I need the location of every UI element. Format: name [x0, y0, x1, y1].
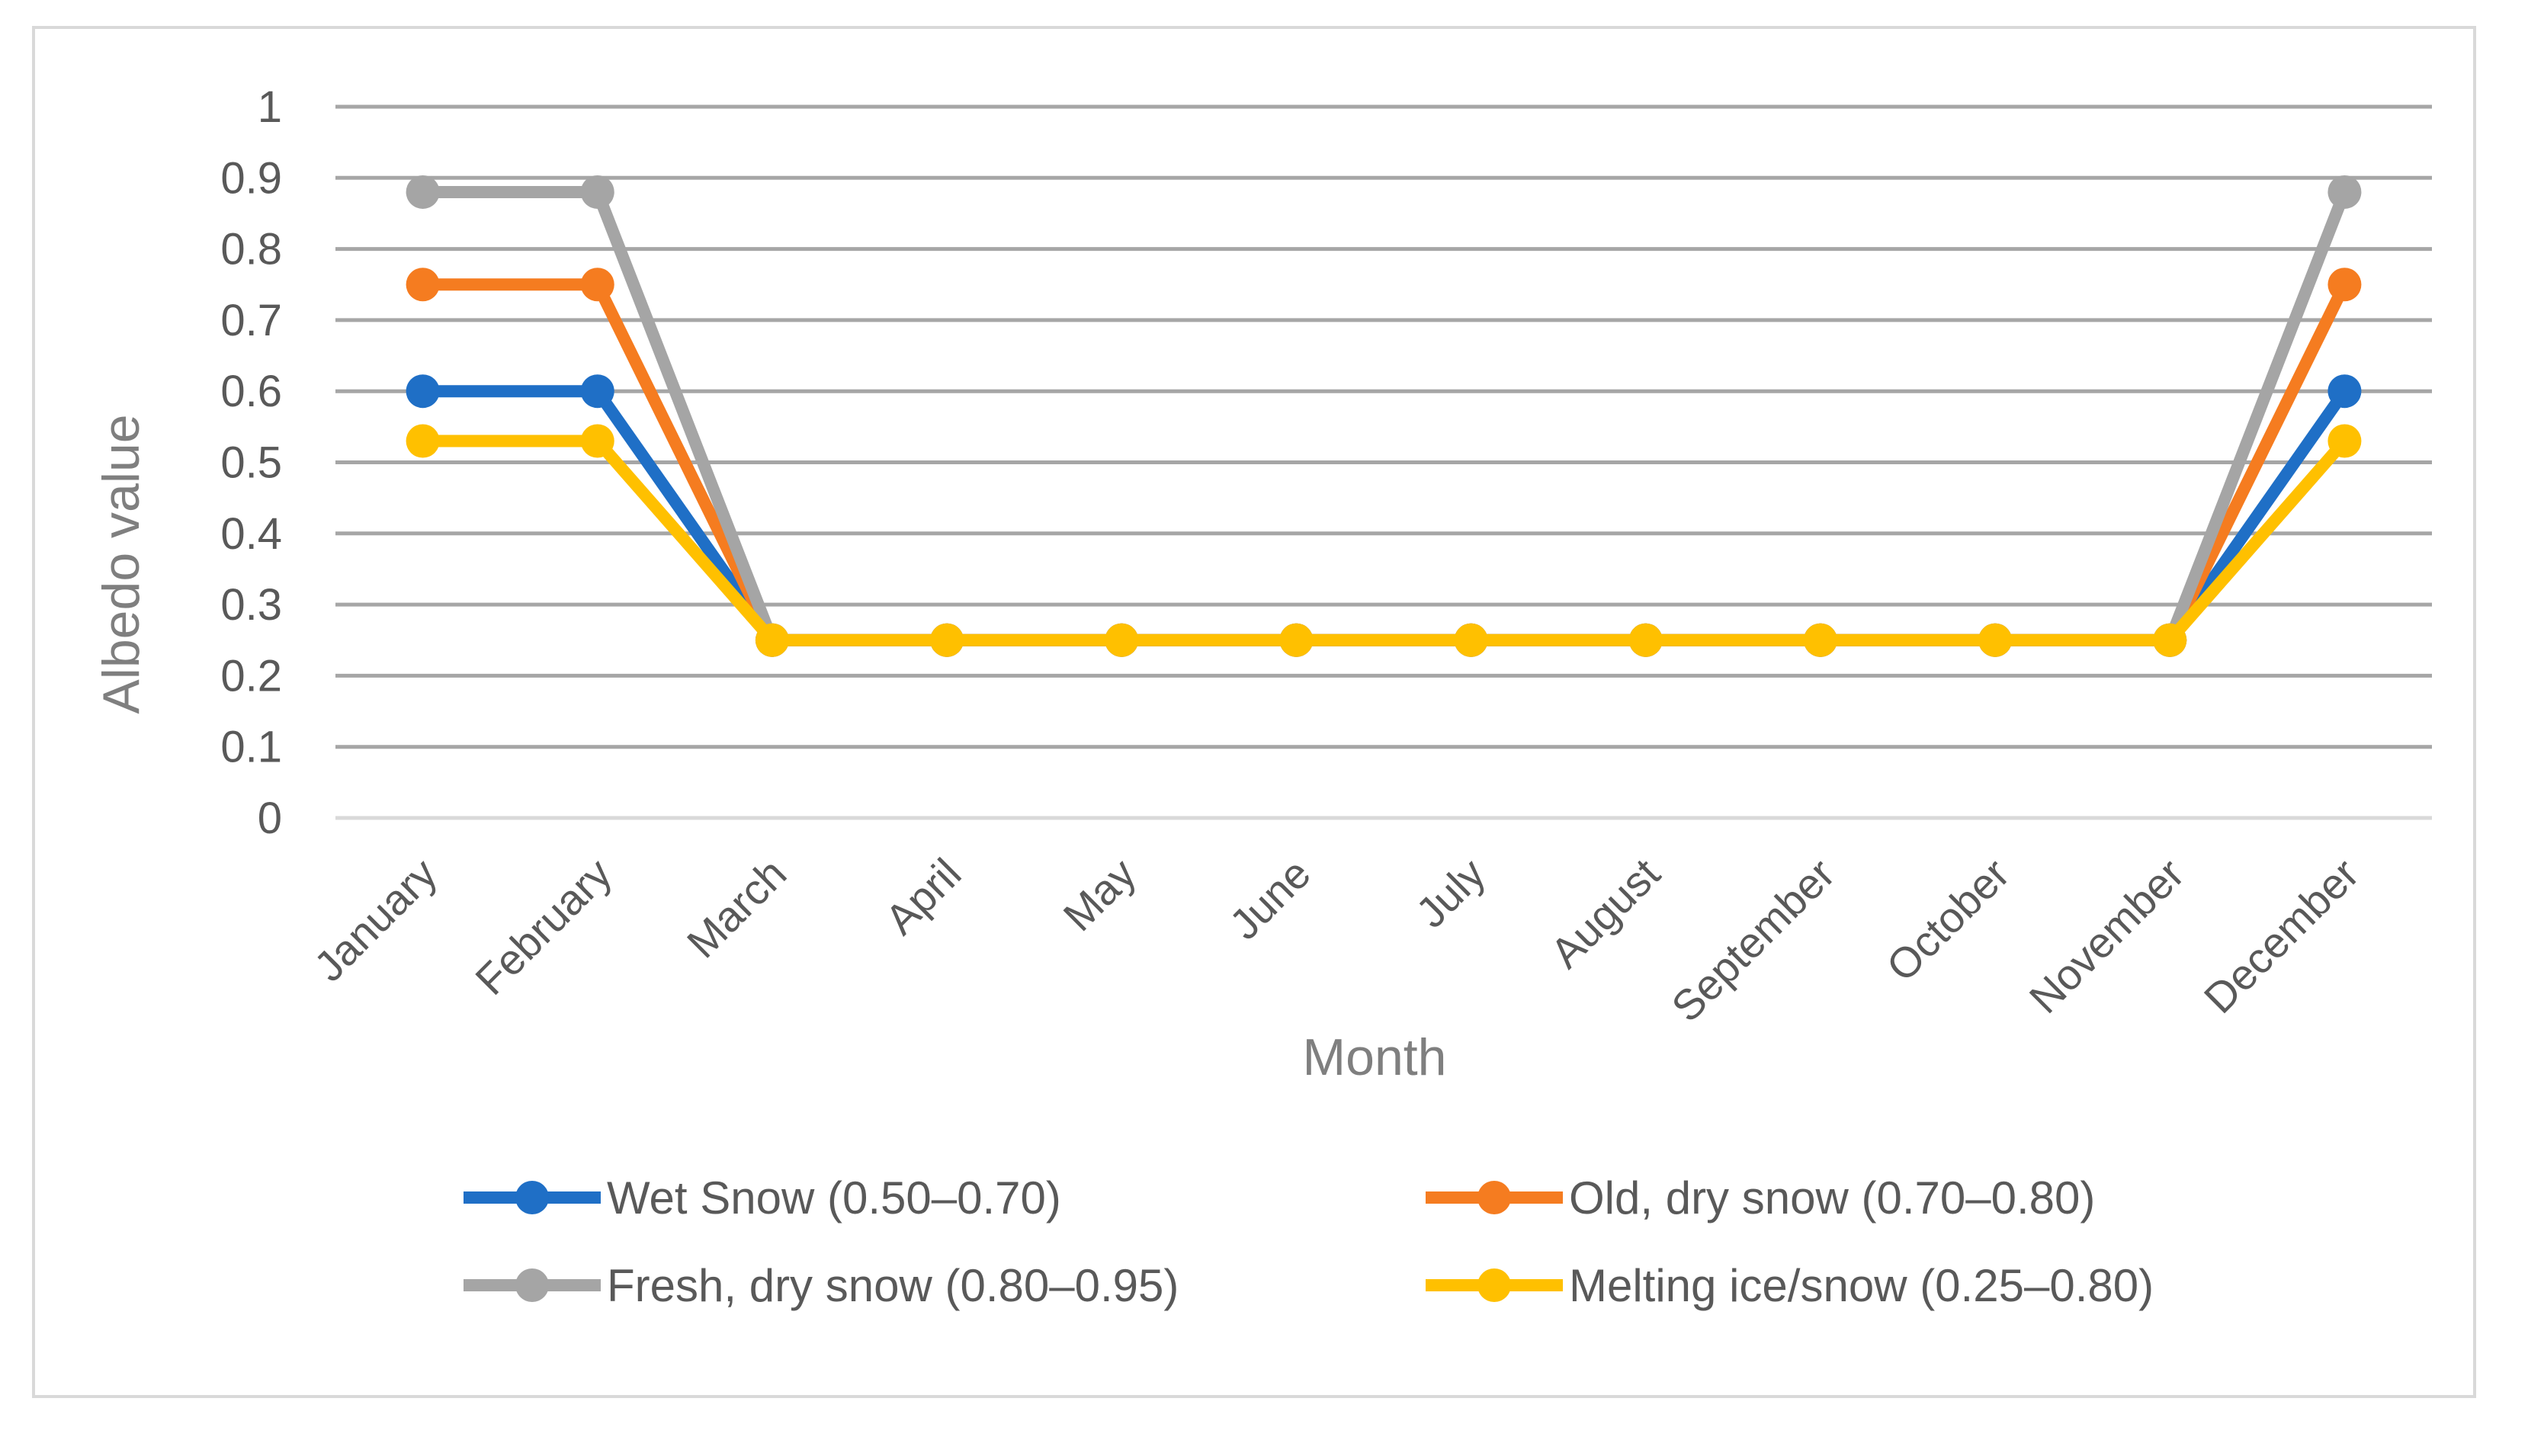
legend-swatch-marker	[515, 1268, 549, 1302]
legend: Wet Snow (0.50–0.70) Old, dry snow (0.70–…	[464, 1172, 2154, 1311]
series-line	[422, 435, 2350, 646]
y-tick-label: 0.7	[220, 296, 282, 345]
legend-item: Wet Snow (0.50–0.70)	[464, 1172, 1061, 1223]
data-point	[580, 175, 614, 209]
y-tick-label: 0.8	[220, 225, 282, 274]
data-point	[2153, 623, 2187, 657]
legend-label: Wet Snow (0.50–0.70)	[607, 1172, 1061, 1223]
data-point	[2327, 374, 2362, 409]
data-point	[755, 623, 789, 657]
legend-swatch-marker	[515, 1181, 549, 1214]
data-point	[406, 268, 440, 302]
series-layer	[406, 175, 2362, 657]
data-point	[406, 374, 440, 409]
legend-label: Melting ice/snow (0.25–0.80)	[1569, 1260, 2154, 1311]
data-point	[1279, 623, 1314, 657]
y-axis-ticks: 0 0.1 0.2 0.3 0.4 0.5 0.6 0.7 0.8 0.9 1	[220, 82, 282, 843]
series-3	[406, 424, 2362, 657]
gridlines	[335, 104, 2432, 820]
x-tick-label: October	[1877, 849, 2018, 990]
y-tick-label: 0	[258, 794, 282, 843]
data-point	[1628, 623, 1663, 657]
x-tick-label: November	[2020, 849, 2193, 1022]
y-tick-label: 1	[258, 82, 282, 132]
x-axis-ticks: January February March April May June July Augu…	[305, 849, 2368, 1031]
data-point	[2327, 268, 2362, 302]
legend-item: Fresh, dry snow (0.80–0.95)	[464, 1260, 1179, 1311]
data-point	[580, 374, 614, 409]
data-point	[406, 424, 440, 458]
y-tick-label: 0.5	[220, 438, 282, 488]
y-tick-label: 0.2	[220, 651, 282, 701]
data-point	[930, 623, 964, 657]
x-tick-label: June	[1220, 849, 1319, 948]
chart-frame	[32, 26, 2476, 1398]
x-tick-label: February	[466, 849, 621, 1004]
y-tick-label: 0.3	[220, 580, 282, 630]
y-tick-label: 0.9	[220, 153, 282, 203]
legend-swatch-marker	[1477, 1268, 1511, 1302]
legend-item: Melting ice/snow (0.25–0.80)	[1426, 1260, 2154, 1311]
x-tick-label: July	[1407, 849, 1494, 937]
data-point	[580, 268, 614, 302]
data-point	[580, 424, 614, 458]
legend-swatch-marker	[1477, 1181, 1511, 1214]
x-tick-label: March	[678, 849, 796, 967]
legend-item: Old, dry snow (0.70–0.80)	[1426, 1172, 2095, 1223]
data-point	[2327, 175, 2362, 209]
legend-label: Old, dry snow (0.70–0.80)	[1569, 1172, 2095, 1223]
x-tick-label: August	[1541, 849, 1669, 977]
series-0	[406, 374, 2362, 657]
y-tick-label: 0.4	[220, 509, 282, 559]
data-point	[1803, 623, 1837, 657]
data-point	[406, 175, 440, 209]
y-tick-label: 0.6	[220, 367, 282, 416]
x-tick-label: January	[305, 849, 446, 990]
data-point	[1978, 623, 2013, 657]
data-point	[1105, 623, 1139, 657]
x-tick-label: September	[1662, 849, 1843, 1031]
x-tick-label: December	[2195, 849, 2368, 1022]
legend-label: Fresh, dry snow (0.80–0.95)	[607, 1260, 1179, 1311]
y-tick-label: 0.1	[220, 723, 282, 772]
data-point	[2327, 424, 2362, 458]
x-tick-label: April	[876, 849, 970, 944]
x-axis-title: Month	[1303, 1028, 1447, 1086]
y-axis-title: Albedo value	[92, 414, 150, 714]
data-point	[1454, 623, 1488, 657]
x-tick-label: May	[1054, 849, 1144, 940]
